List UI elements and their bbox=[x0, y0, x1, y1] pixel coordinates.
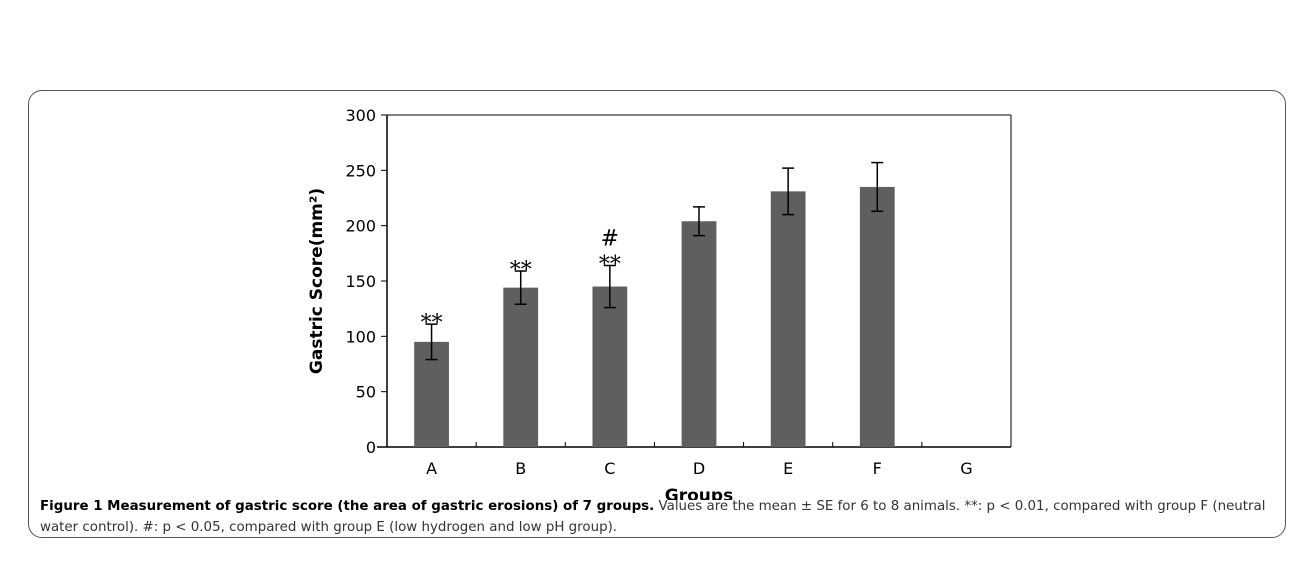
figure-caption: Figure 1 Measurement of gastric score (t… bbox=[40, 496, 1276, 538]
error-bars bbox=[425, 161, 884, 361]
x-tick-label: G bbox=[960, 459, 972, 478]
bar bbox=[681, 221, 717, 447]
x-tick-label: E bbox=[783, 459, 793, 478]
y-tick-label: 100 bbox=[345, 327, 376, 346]
x-tick-label: D bbox=[693, 459, 705, 478]
significance-mark: ** bbox=[510, 258, 532, 283]
x-tick-label: B bbox=[515, 459, 526, 478]
bars bbox=[414, 186, 895, 447]
x-axis-ticks: A B C D E F G bbox=[426, 442, 973, 478]
y-tick-label: 50 bbox=[356, 383, 376, 402]
bar bbox=[503, 287, 539, 447]
y-axis-title: Gastric Score(mm²) bbox=[307, 188, 327, 374]
x-axis-title: Groups bbox=[665, 486, 733, 500]
x-tick-label: A bbox=[426, 459, 437, 478]
bar bbox=[770, 191, 806, 447]
bar bbox=[859, 186, 895, 447]
x-tick-label: F bbox=[873, 459, 882, 478]
y-axis-ticks: 0 50 100 150 200 250 300 bbox=[345, 106, 387, 457]
y-tick-label: 150 bbox=[345, 272, 376, 291]
significance-marks: **** **# bbox=[421, 227, 621, 337]
significance-mark: # bbox=[601, 227, 619, 252]
caption-title: Figure 1 Measurement of gastric score (t… bbox=[40, 499, 655, 514]
figure-frame bbox=[28, 90, 1286, 538]
bar bbox=[592, 286, 628, 447]
x-tick-label: C bbox=[604, 459, 615, 478]
y-tick-label: 200 bbox=[345, 217, 376, 236]
y-tick-label: 0 bbox=[366, 438, 376, 457]
y-tick-label: 300 bbox=[345, 106, 376, 125]
y-tick-label: 250 bbox=[345, 161, 376, 180]
caption-text: Values are the mean ± SE for 6 to 8 anim… bbox=[40, 499, 1266, 535]
significance-mark: ** bbox=[599, 253, 621, 278]
significance-mark: ** bbox=[421, 311, 443, 336]
